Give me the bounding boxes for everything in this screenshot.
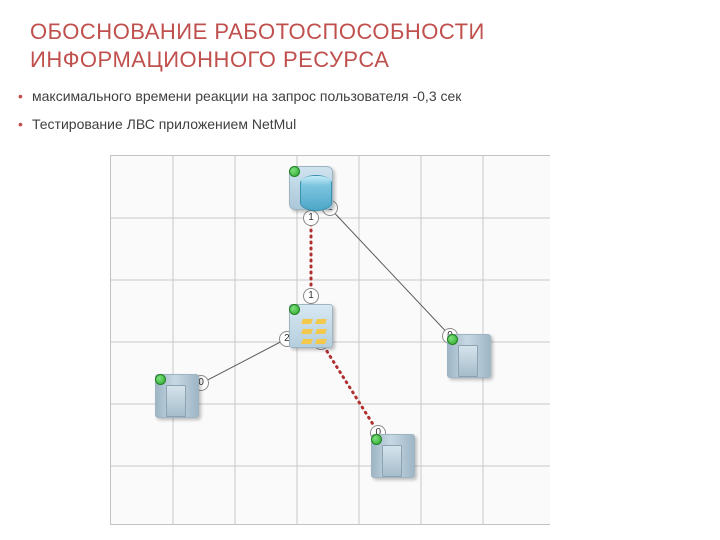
server-node bbox=[151, 370, 203, 422]
status-dot-icon bbox=[371, 434, 382, 445]
bullet-item: Тестирование ЛВС приложением NetMul bbox=[12, 116, 720, 132]
server-node bbox=[443, 330, 495, 382]
server-node bbox=[367, 430, 419, 482]
status-dot-icon bbox=[289, 304, 300, 315]
bullet-list: максимального времени реакции на запрос … bbox=[0, 83, 720, 132]
network-diagram: 11202030 bbox=[110, 155, 550, 525]
status-dot-icon bbox=[155, 374, 166, 385]
status-dot-icon bbox=[447, 334, 458, 345]
page-title: ОБОСНОВАНИЕ РАБОТОСПОСОБНОСТИ ИНФОРМАЦИО… bbox=[0, 0, 720, 83]
bullet-item: максимального времени реакции на запрос … bbox=[12, 88, 720, 104]
status-dot-icon bbox=[289, 166, 300, 177]
db-node bbox=[285, 162, 337, 214]
switch-node bbox=[285, 300, 337, 352]
